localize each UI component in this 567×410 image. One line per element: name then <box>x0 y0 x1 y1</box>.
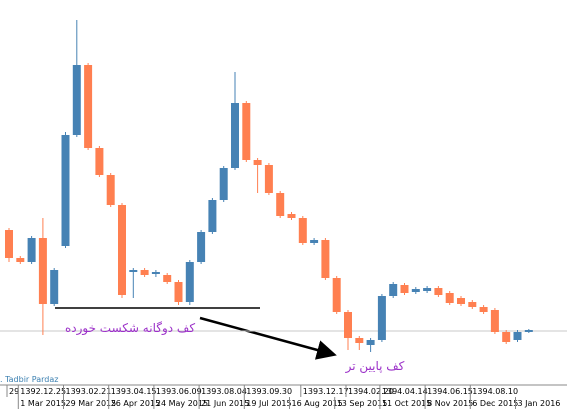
x-tick-label: 13 Sep 2015 <box>337 399 388 408</box>
candle-body <box>129 270 138 272</box>
x-tick-label: 1393.12.17 <box>303 387 349 396</box>
candle-body <box>490 310 499 332</box>
candle-body <box>95 148 104 175</box>
x-tick-label: 1393.08.04 <box>201 387 247 396</box>
x-tick-label: 8 Nov 2015 <box>427 399 473 408</box>
candle-body <box>287 214 296 218</box>
candle-body <box>118 205 126 295</box>
candle-body <box>457 298 465 304</box>
candle-body <box>445 293 454 303</box>
x-tick-label: 1394.06.15 <box>427 387 473 396</box>
candle-body <box>253 160 262 165</box>
x-tick-label: 26 Apr 2015 <box>111 399 160 408</box>
candle-body <box>5 230 13 258</box>
x-tick-label: 11 Oct 2015 <box>382 399 431 408</box>
candle-body <box>298 218 307 243</box>
arrow <box>199 316 337 360</box>
candle-body <box>72 65 81 135</box>
candle-body <box>434 288 443 295</box>
candle-body <box>163 275 172 282</box>
x-tick-label: 1394.08.10 <box>472 387 518 396</box>
candle-body <box>38 238 47 304</box>
candle-body <box>344 312 352 338</box>
x-tick-label: 1394.02.20 <box>348 387 394 396</box>
candle-body <box>479 307 488 312</box>
x-tick-label: 3 Jan 2016 <box>518 399 561 408</box>
candle-body <box>151 272 160 274</box>
x-tick-label: 24 May 2015 <box>156 399 208 408</box>
x-tick-label: 29 <box>9 387 19 396</box>
candle-body <box>355 338 364 343</box>
marks <box>0 20 567 352</box>
candle-body <box>174 282 183 302</box>
candle-body <box>106 175 115 205</box>
candle-body <box>208 200 217 232</box>
candle-body <box>140 270 149 275</box>
candle-body <box>185 262 194 302</box>
candle-body <box>242 103 251 160</box>
candle-body <box>264 165 273 193</box>
x-tick-label: 1 Mar 2015 <box>20 399 66 408</box>
candle-body <box>468 302 477 307</box>
candle-body <box>321 240 330 278</box>
x-tick-label: 1393.06.09 <box>156 387 202 396</box>
x-tick-label: 1393.02.21 <box>66 387 112 396</box>
x-tick-label: 1392.12.25 <box>20 387 66 396</box>
candle-body <box>16 258 25 262</box>
candle-body <box>332 278 341 312</box>
candle-body <box>197 232 206 262</box>
candle-body <box>502 332 511 342</box>
candle-body <box>310 240 319 243</box>
annotation: کف دوگانه شکست خورده <box>65 321 195 336</box>
candle-body <box>513 332 522 340</box>
annotation: کف پایین تر <box>345 359 405 374</box>
x-tick-label: 1393.04.15 <box>111 387 157 396</box>
candle-body <box>400 285 409 293</box>
candle-body <box>366 340 375 345</box>
x-tick-label: 6 Dec 2015 <box>472 399 518 408</box>
candle-body <box>276 193 285 216</box>
x-tick-label: 29 Mar 2015 <box>66 399 117 408</box>
candle-body <box>61 135 70 246</box>
candle-body <box>389 284 398 296</box>
x-tick-label: 21 Jun 2015 <box>201 399 249 408</box>
candle-body <box>219 168 228 200</box>
candle-body <box>231 103 239 168</box>
candle-body <box>411 289 420 292</box>
candle-body <box>27 238 36 262</box>
x-tick-label: 19 Jul 2015 <box>246 399 291 408</box>
watermark: . Tadbir Pardaz <box>0 375 58 384</box>
candle-body <box>377 296 386 340</box>
x-tick-label: 1393.09.30 <box>246 387 292 396</box>
candle-body <box>50 270 59 304</box>
candle-body <box>423 288 432 291</box>
x-tick-label: 16 Aug 2015 <box>292 399 343 408</box>
x-tick-label: 1394.04.14 <box>382 387 428 396</box>
candle-body <box>84 65 93 148</box>
candle-body <box>524 330 533 332</box>
